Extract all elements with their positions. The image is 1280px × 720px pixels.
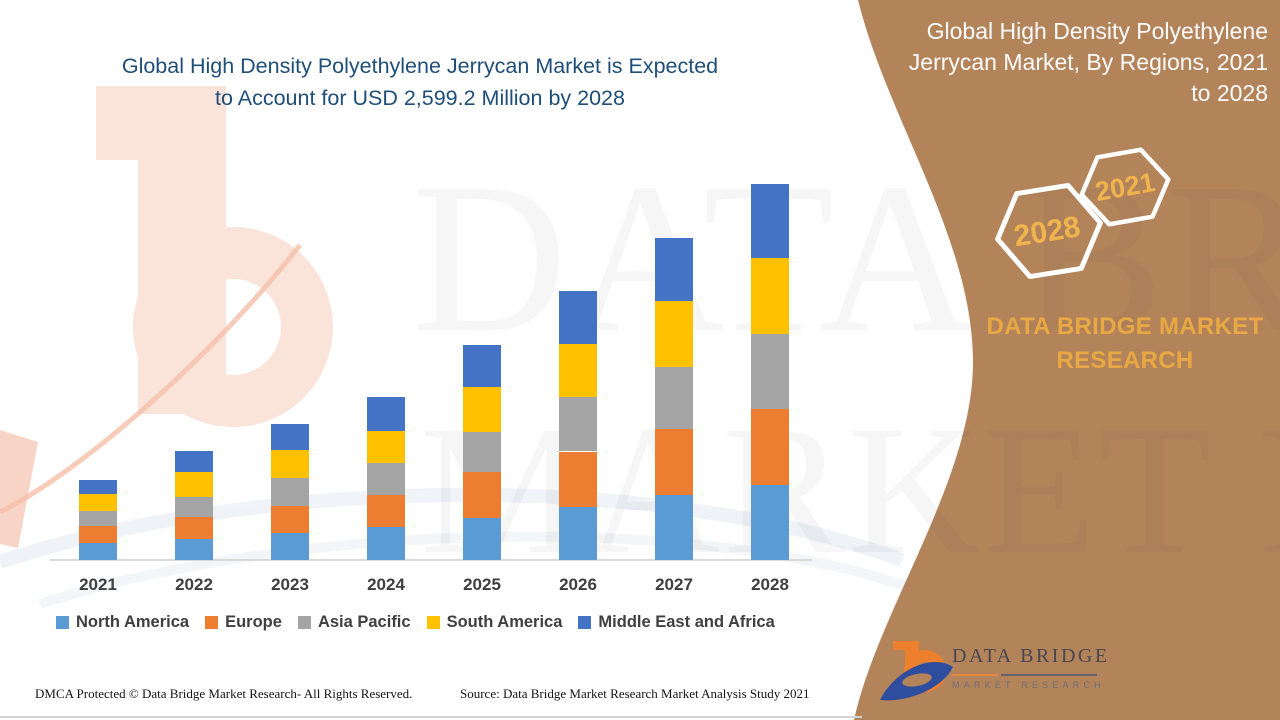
bar-segment-2027-north-america: [655, 494, 693, 560]
bar-segment-2028-north-america: [751, 484, 789, 560]
bar-segment-2021-north-america: [79, 542, 117, 560]
bar-segment-2023-europe: [271, 505, 309, 533]
bar-segment-2026-north-america: [559, 506, 597, 560]
brand-text-line2: RESEARCH: [1056, 347, 1194, 374]
legend-item-europe: Europe: [205, 613, 282, 632]
side-panel-title: Global High Density Polyethylene Jerryca…: [890, 16, 1268, 109]
bar-segment-2022-europe: [175, 516, 213, 539]
bar-segment-2027-south-america: [655, 301, 693, 367]
bar-segment-2024-south-america: [367, 430, 405, 463]
x-axis-label-2022: 2022: [175, 575, 213, 594]
x-axis-label-2021: 2021: [79, 575, 117, 594]
side-panel-title-line3: to 2028: [1191, 80, 1268, 106]
bar-segment-2024-middle-east-and-africa: [367, 397, 405, 431]
bar-segment-2028-middle-east-and-africa: [751, 184, 789, 258]
bar-segment-2023-south-america: [271, 450, 309, 479]
legend-swatch: [426, 616, 440, 629]
legend-item-south-america: South America: [426, 613, 563, 632]
legend-swatch: [297, 616, 311, 629]
bar-segment-2028-asia-pacific: [751, 333, 789, 410]
legend-swatch: [56, 616, 69, 629]
bar-segment-2021-europe: [79, 525, 117, 543]
legend-label: South America: [446, 613, 563, 631]
bar-segment-2028-south-america: [751, 257, 789, 334]
x-axis-label-2028: 2028: [751, 575, 789, 594]
bar-segment-2021-middle-east-and-africa: [79, 479, 117, 494]
x-axis-label-2026: 2026: [559, 575, 597, 594]
bar-segment-2023-north-america: [271, 532, 309, 560]
legend-label: Asia Pacific: [317, 613, 411, 631]
bar-segment-2025-asia-pacific: [463, 432, 501, 473]
x-axis-label-2023: 2023: [271, 575, 309, 594]
footer-source-text: Source: Data Bridge Market Research Mark…: [460, 686, 810, 701]
x-axis-label-2027: 2027: [655, 575, 693, 594]
chart-legend: North America Europe Asia Pacific South Ame…: [56, 613, 775, 632]
bar-segment-2024-north-america: [367, 526, 405, 560]
logo-subtext: MARKET RESEARCH: [952, 680, 1105, 690]
legend-label: Europe: [225, 613, 282, 631]
bar-segment-2022-middle-east-and-africa: [175, 451, 213, 473]
footer-dmca-text: DMCA Protected © Data Bridge Market Rese…: [35, 686, 413, 701]
bar-segment-2026-europe: [559, 451, 597, 507]
bar-segment-2021-south-america: [79, 493, 117, 511]
legend-item-north-america: North America: [56, 613, 189, 632]
bar-segment-2023-middle-east-and-africa: [271, 424, 309, 451]
bar-segment-2025-europe: [463, 472, 501, 518]
bar-segment-2026-asia-pacific: [559, 397, 597, 452]
brand-text-line1: DATA BRIDGE MARKET: [986, 313, 1264, 340]
bar-segment-2024-asia-pacific: [367, 462, 405, 495]
legend-swatch: [205, 616, 219, 629]
x-axis-label-2025: 2025: [463, 575, 501, 594]
bar-segment-2025-north-america: [463, 517, 501, 560]
chart-title-line1: Global High Density Polyethylene Jerryca…: [121, 54, 719, 78]
bar-segment-2021-asia-pacific: [79, 510, 117, 526]
bar-segment-2022-north-america: [175, 538, 213, 560]
bottom-divider-line: [0, 716, 862, 718]
bar-segment-2025-middle-east-and-africa: [463, 344, 501, 387]
brand-text: DATA BRIDGE MARKET RESEARCH: [965, 310, 1280, 378]
bar-segment-2027-middle-east-and-africa: [655, 238, 693, 302]
logo-wordmark: DATA BRIDGE: [952, 645, 1110, 667]
bar-segment-2027-europe: [655, 429, 693, 495]
legend-item-asia-pacific: Asia Pacific: [297, 613, 411, 632]
logo-underline-gray: [1001, 674, 1097, 676]
legend-label: Middle East and Africa: [598, 613, 775, 631]
bar-segment-2027-asia-pacific: [655, 366, 693, 430]
bar-segment-2026-south-america: [559, 344, 597, 398]
chart-title: Global High Density Polyethylene Jerryca…: [40, 50, 800, 114]
side-panel-title-line2: Jerrycan Market, By Regions, 2021: [908, 49, 1268, 75]
x-axis-label-2024: 2024: [367, 575, 405, 594]
bar-segment-2026-middle-east-and-africa: [559, 290, 597, 345]
legend-label: North America: [76, 613, 190, 631]
bar-segment-2028-europe: [751, 409, 789, 485]
bar-segment-2025-south-america: [463, 386, 501, 433]
bar-segment-2022-south-america: [175, 472, 213, 497]
logo-underline-orange: [952, 674, 998, 676]
bar-segment-2022-asia-pacific: [175, 496, 213, 517]
bar-segment-2023-asia-pacific: [271, 478, 309, 506]
chart-title-line2: to Account for USD 2,599.2 Million by 20…: [215, 86, 625, 110]
legend-swatch: [578, 616, 592, 629]
legend-item-middle-east-and-africa: Middle East and Africa: [578, 613, 775, 632]
side-panel-title-line1: Global High Density Polyethylene: [926, 18, 1268, 44]
bar-segment-2024-europe: [367, 494, 405, 527]
